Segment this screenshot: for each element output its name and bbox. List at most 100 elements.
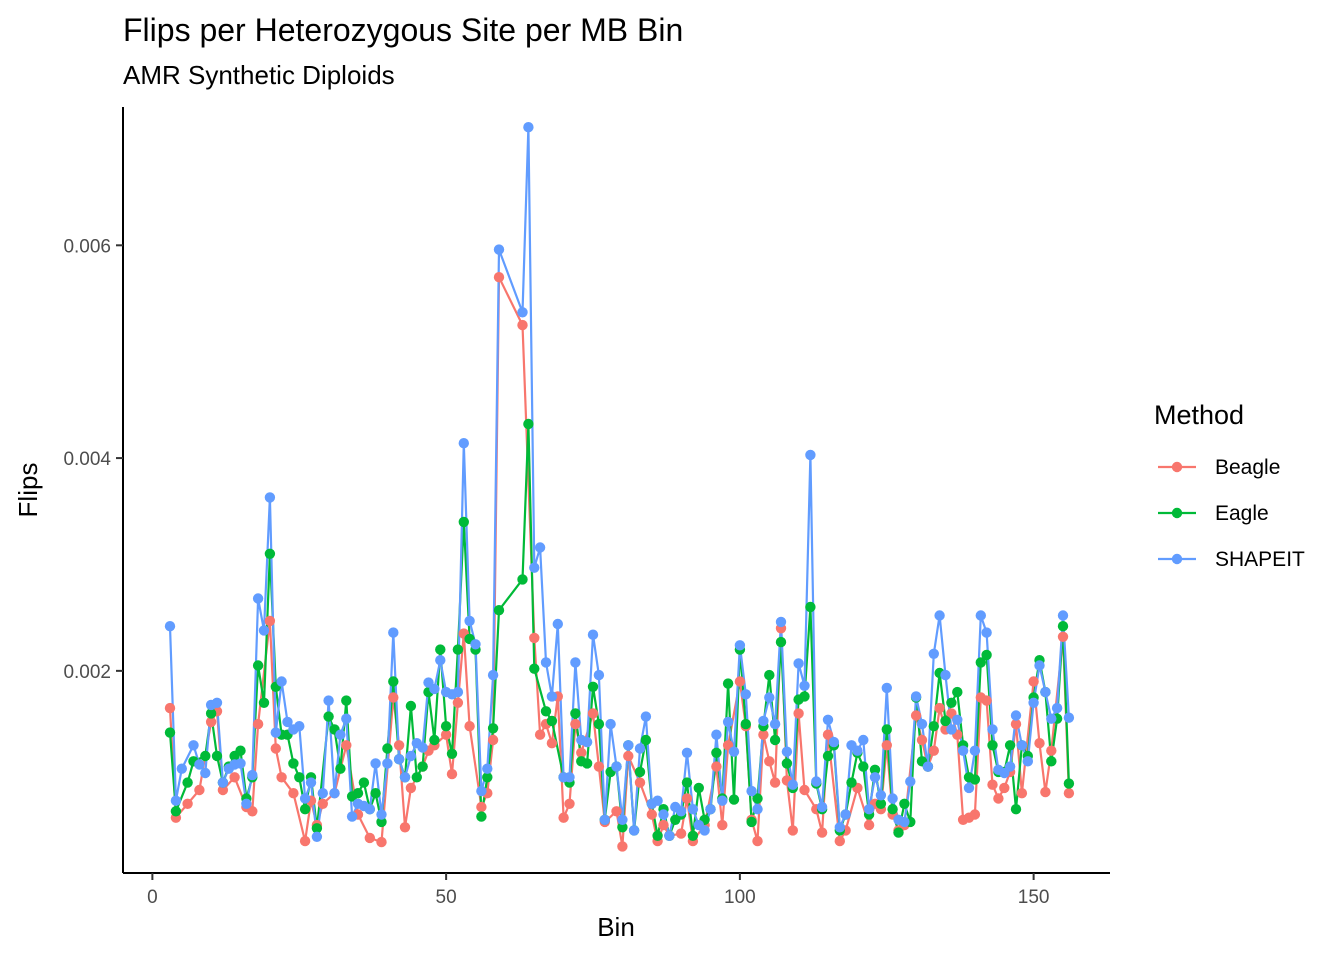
data-point-shapeit: [1016, 740, 1028, 751]
data-point-beagle: [681, 793, 693, 804]
data-point-beagle: [881, 740, 892, 751]
data-point-beagle: [764, 756, 775, 767]
series-layer: [164, 122, 1075, 852]
data-point-eagle: [335, 763, 346, 774]
data-point-beagle: [593, 761, 605, 772]
data-point-shapeit: [346, 811, 358, 822]
data-point-eagle: [311, 823, 323, 834]
data-point-shapeit: [417, 742, 428, 753]
data-point-eagle: [928, 721, 939, 732]
data-point-eagle: [493, 605, 505, 616]
data-point-beagle: [317, 798, 328, 809]
data-point-eagle: [1010, 804, 1022, 815]
data-point-beagle: [517, 319, 528, 331]
data-point-shapeit: [200, 767, 211, 779]
data-point-beagle: [711, 761, 722, 772]
data-point-shapeit: [487, 669, 499, 681]
x-axis-ticks: 0 50 100 150: [147, 873, 1049, 908]
data-point-eagle: [299, 804, 311, 815]
data-point-eagle: [987, 740, 998, 751]
data-point-shapeit: [452, 686, 464, 698]
data-point-shapeit: [623, 740, 634, 751]
data-point-eagle: [252, 660, 264, 671]
data-point-shapeit: [1040, 686, 1051, 698]
data-point-eagle: [205, 708, 217, 719]
data-point-shapeit: [740, 689, 751, 700]
data-point-shapeit: [916, 718, 928, 730]
data-point-shapeit: [546, 691, 558, 702]
data-point-shapeit: [599, 814, 610, 825]
data-point-beagle: [987, 779, 998, 790]
data-point-eagle: [775, 636, 787, 648]
series-line-beagle: [168, 276, 1070, 848]
data-point-beagle: [611, 806, 622, 817]
data-point-eagle: [411, 772, 422, 783]
data-point-eagle: [341, 695, 352, 706]
data-point-shapeit: [681, 747, 693, 758]
data-point-shapeit: [946, 724, 957, 735]
legend: Method Beagle Eagle SHAPEIT: [1154, 400, 1305, 571]
data-point-eagle: [593, 718, 605, 730]
data-point-shapeit: [1028, 697, 1039, 708]
data-point-shapeit: [1004, 761, 1016, 772]
data-point-shapeit: [587, 629, 599, 640]
data-point-beagle: [793, 708, 804, 719]
data-point-beagle: [452, 697, 464, 708]
x-tick-label: 50: [436, 887, 457, 908]
data-point-beagle: [734, 676, 746, 687]
data-point-eagle: [1063, 778, 1075, 789]
data-point-shapeit: [969, 745, 981, 756]
data-point-beagle: [546, 738, 558, 749]
data-point-beagle: [758, 729, 769, 740]
data-point-eagle: [529, 663, 540, 674]
data-point-shapeit: [593, 669, 605, 681]
data-point-shapeit: [458, 438, 469, 449]
data-point-shapeit: [799, 680, 810, 691]
data-point-beagle: [769, 777, 781, 788]
data-point-shapeit: [429, 683, 440, 695]
data-point-beagle: [1046, 745, 1057, 756]
legend-label-shapeit: SHAPEIT: [1215, 548, 1305, 571]
data-point-eagle: [769, 734, 781, 746]
data-point-beagle: [229, 772, 240, 783]
data-point-beagle: [194, 784, 205, 796]
x-axis-title: Bin: [597, 912, 635, 942]
data-point-shapeit: [241, 798, 252, 809]
data-point-shapeit: [482, 763, 493, 774]
data-point-shapeit: [775, 616, 787, 628]
data-point-shapeit: [928, 648, 939, 659]
data-point-beagle: [164, 702, 176, 714]
data-point-shapeit: [987, 724, 998, 735]
data-point-eagle: [417, 761, 428, 772]
data-point-shapeit: [493, 244, 505, 255]
data-point-shapeit: [828, 736, 840, 748]
data-point-beagle: [217, 784, 229, 796]
data-point-shapeit: [194, 759, 205, 770]
data-point-beagle: [1028, 676, 1039, 687]
data-point-shapeit: [399, 772, 411, 783]
data-point-beagle: [299, 835, 311, 847]
data-point-eagle: [294, 772, 305, 783]
data-point-shapeit: [388, 627, 399, 638]
data-point-shapeit: [282, 716, 293, 728]
data-point-beagle: [576, 747, 587, 758]
data-point-beagle: [752, 835, 763, 847]
data-point-eagle: [899, 798, 910, 809]
data-point-shapeit: [534, 542, 546, 553]
chart-subtitle: AMR Synthetic Diploids: [123, 60, 395, 90]
data-point-beagle: [993, 793, 1004, 804]
data-point-beagle: [182, 798, 193, 809]
data-point-beagle: [1063, 788, 1075, 799]
data-point-eagle: [440, 721, 452, 732]
data-point-eagle: [482, 772, 493, 783]
data-point-shapeit: [1034, 660, 1045, 671]
data-point-beagle: [564, 798, 575, 809]
data-point-eagle: [323, 711, 334, 722]
data-point-shapeit: [258, 625, 270, 636]
data-point-beagle: [634, 777, 646, 788]
data-point-shapeit: [523, 122, 534, 133]
data-point-shapeit: [899, 816, 910, 828]
data-point-beagle: [646, 809, 657, 820]
data-point-eagle: [952, 686, 963, 698]
data-point-eagle: [799, 691, 810, 702]
